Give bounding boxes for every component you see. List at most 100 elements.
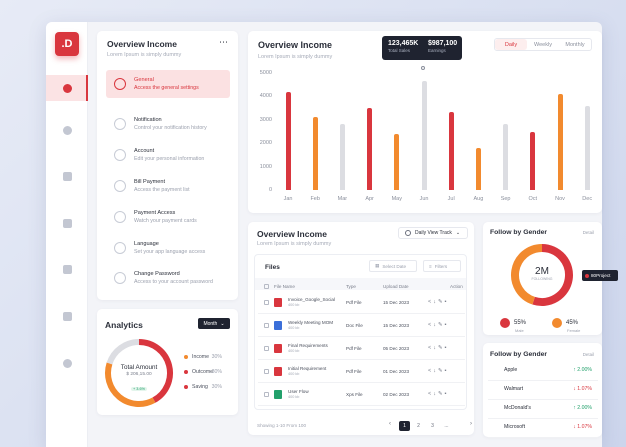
filters-button[interactable]: ≡ Filters bbox=[423, 260, 461, 272]
page-button-1[interactable]: 1 bbox=[399, 421, 410, 431]
rail-apps[interactable] bbox=[46, 210, 88, 236]
row-checkbox[interactable] bbox=[264, 369, 269, 374]
settings-item-desc: Control your notification history bbox=[134, 125, 207, 131]
legend-pct: 30% bbox=[211, 354, 222, 360]
edit-icon[interactable]: ✎ bbox=[437, 345, 445, 351]
donut-segment-2[interactable] bbox=[511, 244, 543, 305]
select-all-checkbox[interactable] bbox=[264, 284, 269, 289]
settings-item-3[interactable]: Account Edit your personal information bbox=[106, 141, 230, 169]
share-icon[interactable]: < bbox=[428, 345, 434, 351]
download-icon[interactable]: ↓ bbox=[433, 345, 438, 351]
edit-icon[interactable]: ✎ bbox=[437, 322, 445, 328]
table-row[interactable]: User Flow 400 kb Xps File 02 Dec 2023 <↓✎▪ bbox=[258, 384, 465, 406]
share-icon[interactable]: < bbox=[428, 368, 434, 374]
col-type[interactable]: Type bbox=[346, 284, 356, 289]
bar-feb[interactable] bbox=[312, 117, 318, 190]
settings-item-6[interactable]: Language Set your app language access bbox=[106, 234, 230, 262]
settings-item-5[interactable]: Payment Access Watch your payment cards bbox=[106, 203, 230, 231]
rail-mail[interactable] bbox=[46, 256, 88, 282]
donut-segment-2[interactable] bbox=[105, 362, 156, 407]
bar-jan[interactable] bbox=[285, 91, 291, 190]
analytics-period-select[interactable]: Month ⌄ bbox=[198, 318, 230, 329]
edit-icon[interactable]: ✎ bbox=[437, 299, 445, 305]
bar-jul[interactable] bbox=[448, 111, 454, 190]
bar-dec[interactable] bbox=[584, 105, 590, 190]
settings-item-text: Account Edit your personal information bbox=[134, 148, 204, 162]
row-checkbox[interactable] bbox=[264, 323, 269, 328]
select-date-label: Select Date bbox=[382, 263, 407, 269]
file-name[interactable]: User Flow bbox=[288, 389, 309, 394]
trash-icon[interactable]: ▪ bbox=[444, 345, 449, 351]
row-checkbox[interactable] bbox=[264, 346, 269, 351]
trash-icon[interactable]: ▪ bbox=[444, 322, 449, 328]
more-icon[interactable]: ⋯ bbox=[219, 37, 228, 47]
bar-jun[interactable] bbox=[421, 81, 427, 190]
donut-segment-3[interactable] bbox=[106, 339, 140, 365]
table-row[interactable]: Final Requirements 400 kb Pdf File 05 Dec 2… bbox=[258, 338, 465, 360]
donut-segment-1[interactable] bbox=[532, 244, 573, 306]
col-file-name[interactable]: File Name bbox=[274, 284, 295, 289]
bar-aug[interactable] bbox=[475, 147, 481, 190]
bar-sep[interactable] bbox=[503, 124, 509, 190]
bar-oct[interactable] bbox=[530, 131, 536, 190]
y-tick-label: 0 bbox=[268, 187, 272, 193]
download-icon[interactable]: ↓ bbox=[433, 368, 438, 374]
donut-segment-1[interactable] bbox=[138, 339, 173, 403]
rail-cards[interactable] bbox=[46, 163, 88, 189]
daily-view-track-select[interactable]: Daily View Track ⌄ bbox=[398, 227, 468, 239]
page-button-3[interactable]: 3 bbox=[431, 423, 434, 429]
rail-home[interactable] bbox=[46, 75, 88, 101]
company-row[interactable]: Walmart ↓ 1.07% bbox=[488, 380, 598, 400]
select-date-button[interactable]: ▦ Select Date bbox=[369, 260, 417, 272]
rail-profile[interactable] bbox=[46, 303, 88, 329]
gender-detail-link[interactable]: Detail bbox=[582, 230, 594, 235]
bar-may[interactable] bbox=[394, 133, 400, 190]
clock-icon bbox=[405, 230, 411, 236]
download-icon[interactable]: ↓ bbox=[433, 299, 438, 305]
share-icon[interactable]: < bbox=[428, 299, 434, 305]
file-name[interactable]: Invoice_Google_Social bbox=[288, 297, 335, 302]
tab-daily[interactable]: Daily bbox=[495, 39, 527, 50]
edit-icon[interactable]: ✎ bbox=[437, 368, 445, 374]
tab-weekly[interactable]: Weekly bbox=[534, 41, 552, 48]
prev-page-icon[interactable]: ‹ bbox=[389, 421, 391, 427]
table-row[interactable]: Invoice_Google_Social 400 kb Pdf File 15 De… bbox=[258, 292, 465, 314]
settings-item-7[interactable]: Change Password Access to your account pa… bbox=[106, 264, 230, 292]
row-checkbox[interactable] bbox=[264, 392, 269, 397]
download-icon[interactable]: ↓ bbox=[433, 391, 438, 397]
page-button-2[interactable]: 2 bbox=[417, 423, 420, 429]
next-page-icon[interactable]: › bbox=[470, 421, 472, 427]
trash-icon[interactable]: ▪ bbox=[444, 299, 449, 305]
download-icon[interactable]: ↓ bbox=[433, 322, 438, 328]
file-name[interactable]: Weekly Meeting MOM bbox=[288, 320, 334, 325]
table-row[interactable]: Weekly Meeting MOM 400 kb Doc File 15 Dec 2… bbox=[258, 315, 465, 337]
bar-nov[interactable] bbox=[557, 94, 563, 190]
files-card-subtitle: Lorem Ipsum is simply dummy bbox=[257, 241, 332, 247]
rail-stats[interactable] bbox=[46, 117, 88, 143]
trash-icon[interactable]: ▪ bbox=[444, 368, 449, 374]
edit-icon[interactable]: ✎ bbox=[437, 391, 445, 397]
file-name[interactable]: Initial Requirement bbox=[288, 366, 327, 371]
share-icon[interactable]: < bbox=[428, 391, 434, 397]
x-tick-label: May bbox=[391, 196, 402, 202]
company-row[interactable]: Apple ↑ 2.00% bbox=[488, 361, 598, 381]
table-row[interactable]: Initial Requirement 400 kb Pdf File 01 Dec … bbox=[258, 361, 465, 383]
share-icon[interactable]: < bbox=[428, 322, 434, 328]
row-checkbox[interactable] bbox=[264, 300, 269, 305]
tab-monthly[interactable]: Monthly bbox=[565, 41, 585, 48]
companies-detail-link[interactable]: Detail bbox=[582, 352, 594, 357]
app-logo[interactable]: .D bbox=[55, 32, 79, 56]
company-row[interactable]: Microsoft ↓ 1.07% bbox=[488, 418, 598, 438]
rail-theme[interactable] bbox=[46, 350, 88, 376]
trash-icon[interactable]: ▪ bbox=[444, 391, 449, 397]
page-button-4[interactable]: ... bbox=[444, 423, 449, 429]
settings-item-4[interactable]: Bill Payment Access the payment list bbox=[106, 172, 230, 200]
settings-item-1[interactable]: General Access the general settings bbox=[106, 70, 230, 98]
x-tick-label: Mar bbox=[337, 196, 348, 202]
company-row[interactable]: McDonald's ↑ 2.00% bbox=[488, 399, 598, 419]
bar-mar[interactable] bbox=[339, 124, 345, 190]
settings-item-2[interactable]: Notification Control your notification hi… bbox=[106, 110, 230, 138]
bar-apr[interactable] bbox=[367, 108, 373, 190]
file-name[interactable]: Final Requirements bbox=[288, 343, 328, 348]
col-upload-date[interactable]: Upload Date bbox=[383, 284, 409, 289]
